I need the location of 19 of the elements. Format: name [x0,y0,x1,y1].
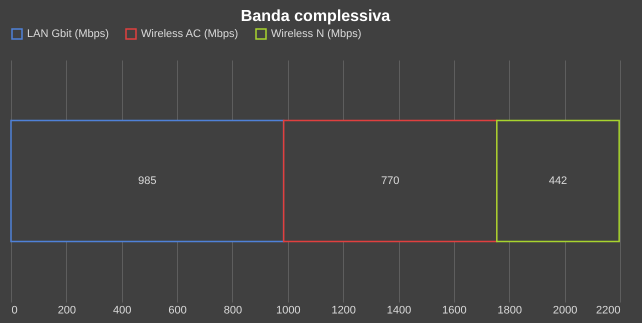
x-tick-label: 400 [113,304,132,316]
legend-label: Wireless N (Mbps) [271,28,362,40]
x-tick-label: 2200 [596,304,620,316]
x-tick-label: 1600 [442,304,467,316]
legend-label: Wireless AC (Mbps) [141,28,238,40]
x-tick-label: 800 [224,304,242,316]
x-tick-label: 1000 [276,304,301,316]
legend-label: LAN Gbit (Mbps) [27,28,109,40]
x-tick-label: 1400 [386,304,412,316]
x-tick-label: 2000 [552,304,578,316]
x-tick-label: 1200 [331,304,356,316]
data-label: 442 [548,175,568,187]
x-tick-label: 200 [58,304,76,316]
x-tick-label: 1800 [498,304,522,316]
chart-title: Banda complessiva [240,8,390,25]
data-label: 985 [138,175,157,187]
x-tick-label: 600 [168,304,187,316]
data-label: 770 [381,175,400,187]
x-tick-label: 0 [12,304,18,316]
